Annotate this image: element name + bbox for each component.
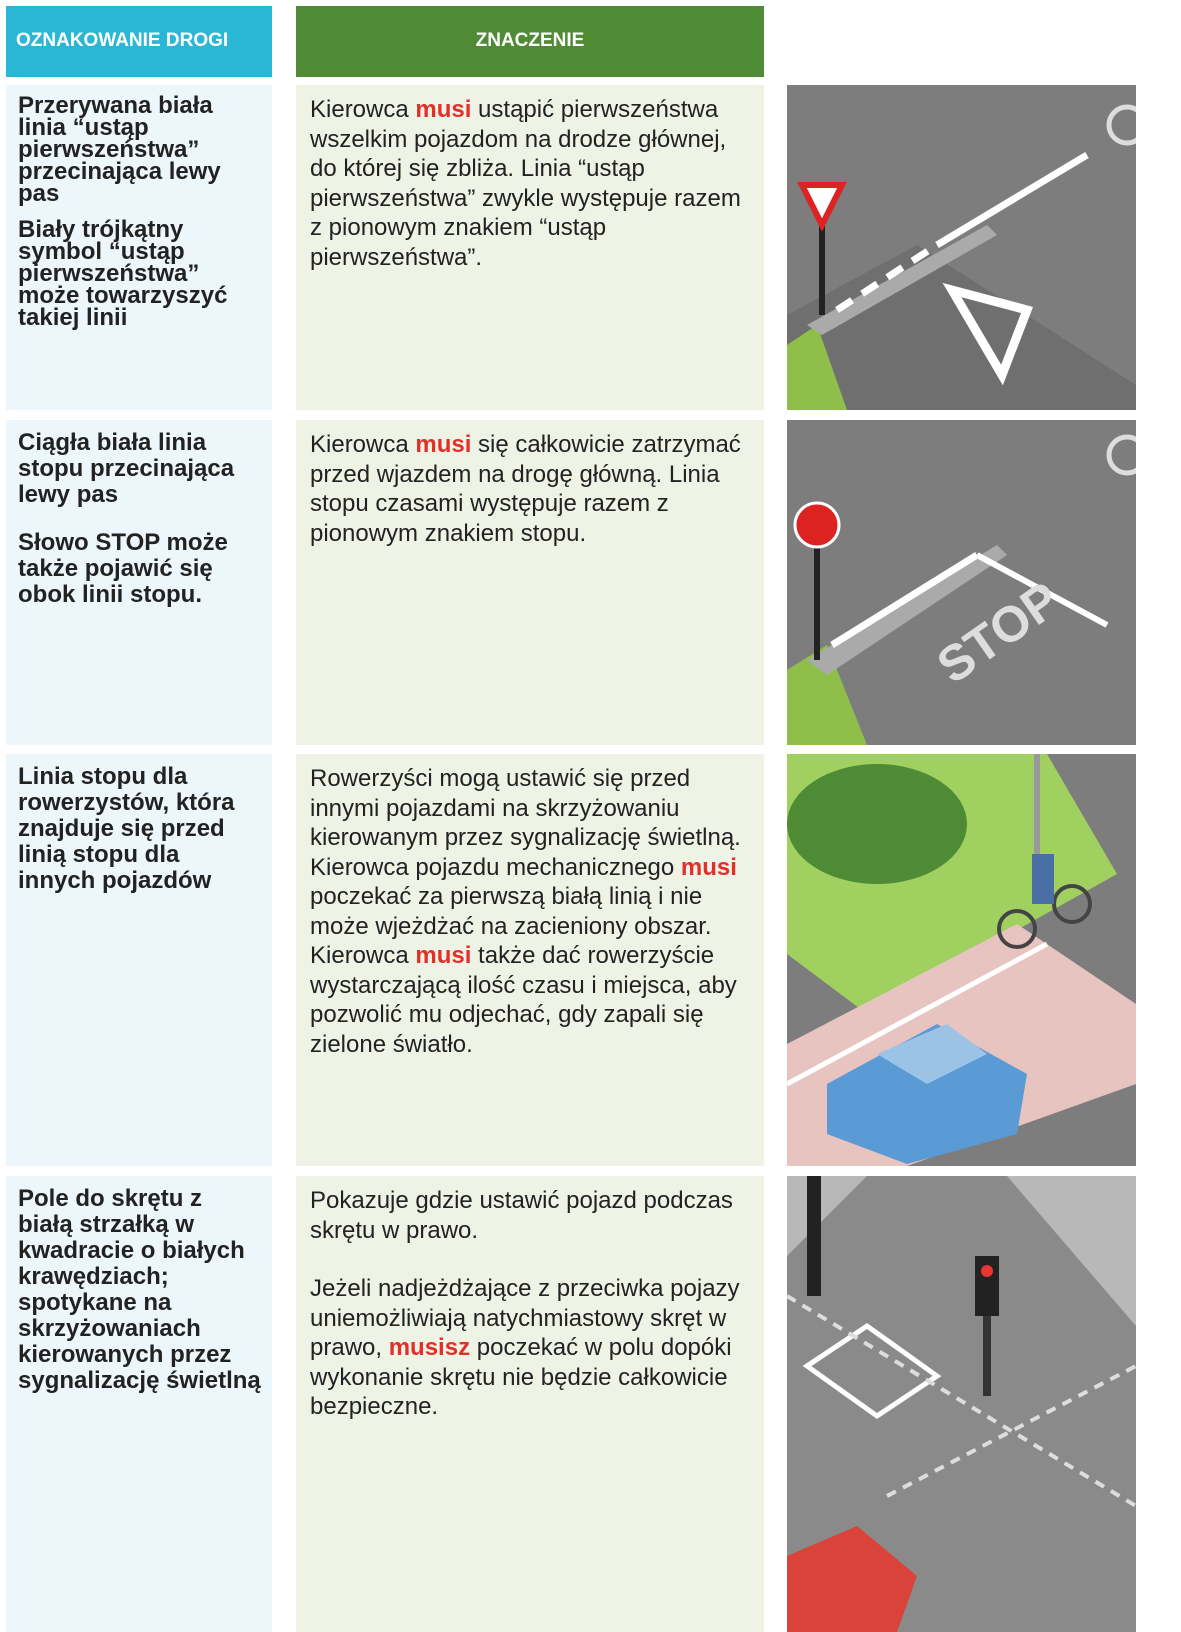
meaning-text: poczekać za pierwszą białą linią i nie m… <box>310 883 712 969</box>
marking-text: Biały trójkątny symbol “ustąp pierwszeńs… <box>18 216 228 331</box>
meaning-cell: Pokazuje gdzie ustawić pojazd podczas sk… <box>296 1176 764 1632</box>
illustration-stop: STOP <box>787 420 1136 745</box>
meaning-cell: Kierowca musi się całkowicie zatrzymać p… <box>296 420 764 745</box>
illustration-turn-box <box>787 1176 1136 1632</box>
meaning-cell: Kierowca musi ustąpić pierwszeństwa wsze… <box>296 85 764 410</box>
marking-cell: Linia stopu dla rowerzystów, która znajd… <box>6 754 272 1166</box>
marking-text: Ciągła biała linia stopu przecinająca le… <box>18 429 235 508</box>
marking-text: Linia stopu dla rowerzystów, która znajd… <box>18 763 235 894</box>
meaning-text: się całkowicie zatrzymać przed wjazdem n… <box>310 431 741 547</box>
meaning-text: także dać rowerzyście wystarczającą iloś… <box>310 942 737 1058</box>
marking-text: Przerywana biała linia “ustąp pierwszeńs… <box>18 92 221 207</box>
meaning-text: Pokazuje gdzie ustawić pojazd podczas sk… <box>310 1187 733 1244</box>
meaning-text: poczekać w polu dopóki wykonanie skrętu … <box>310 1334 732 1420</box>
meaning-text: ustąpić pierwszeństwa wszelkim pojazdom … <box>310 96 741 271</box>
meaning-text: Jeżeli nadjeżdżające z przeciwka pojazy … <box>310 1275 740 1361</box>
meaning-paragraph: Kierowca musi się całkowicie zatrzymać p… <box>310 430 752 548</box>
emphasis: musi <box>680 853 737 881</box>
marking-cell: Ciągła biała linia stopu przecinająca le… <box>6 420 272 745</box>
marking-text: Pole do skrętu z białą strzałką w kwadra… <box>18 1185 261 1394</box>
meaning-paragraph: Jeżeli nadjeżdżające z przeciwka pojazy … <box>310 1274 752 1422</box>
emphasis: musi <box>415 942 472 969</box>
meaning-text: Kierowca <box>310 431 416 458</box>
meaning-text: Kierowca <box>310 96 416 123</box>
emphasis: musi <box>415 431 472 458</box>
header-marking: OZNAKOWANIE DROGI <box>6 6 272 77</box>
marking-cell: Przerywana biała linia “ustąp pierwszeńs… <box>6 85 272 410</box>
meaning-paragraph: Rowerzyści mogą ustawić się przed innymi… <box>310 764 752 1059</box>
header-meaning: ZNACZENIE <box>296 6 764 77</box>
meaning-paragraph: Pokazuje gdzie ustawić pojazd podczas sk… <box>310 1186 752 1245</box>
emphasis: musisz <box>388 1334 471 1361</box>
meaning-paragraph: Kierowca musi ustąpić pierwszeństwa wsze… <box>310 95 752 272</box>
marking-text: Słowo STOP może także pojawić się obok l… <box>18 529 228 608</box>
marking-cell: Pole do skrętu z białą strzałką w kwadra… <box>6 1176 272 1632</box>
emphasis: musi <box>415 96 472 123</box>
meaning-cell: Rowerzyści mogą ustawić się przed innymi… <box>296 754 764 1166</box>
meaning-text: Rowerzyści mogą ustawić się przed innymi… <box>310 765 741 881</box>
illustration-cycle-box <box>787 754 1136 1166</box>
illustration-give-way <box>787 85 1136 410</box>
